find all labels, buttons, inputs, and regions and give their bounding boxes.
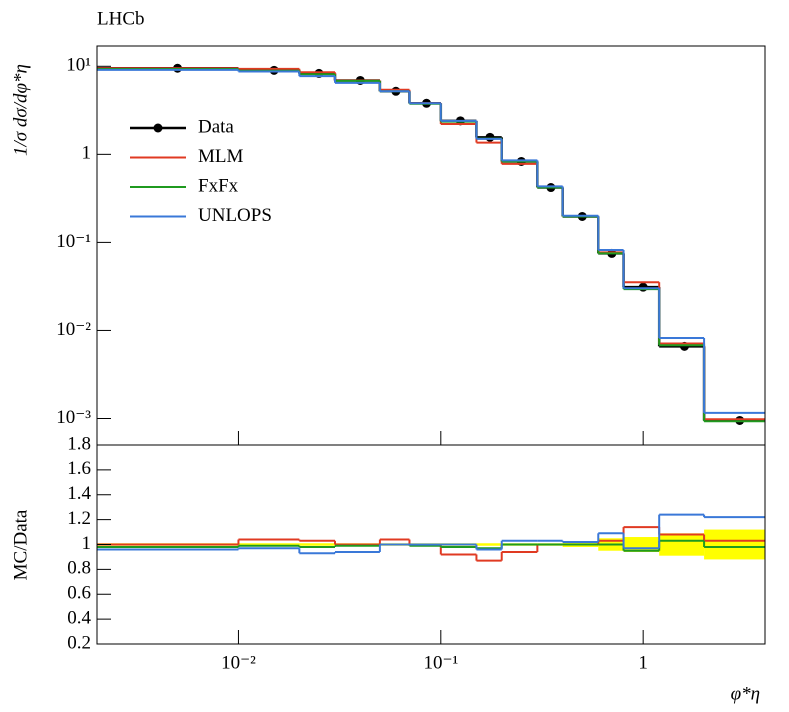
y-tick-label: 1.8 xyxy=(67,433,91,454)
y-tick-label: 1.2 xyxy=(67,508,91,529)
uncertainty-band xyxy=(299,543,335,546)
x-axis-label: φ*η xyxy=(731,683,760,704)
y-tick-label: 1.4 xyxy=(67,483,91,504)
y-tick-label: 10¹ xyxy=(66,55,91,76)
data-point xyxy=(485,132,495,142)
y-tick-label: 0.4 xyxy=(67,607,91,628)
y-tick-label: 10⁻¹ xyxy=(56,231,91,252)
y-tick-label: 0.6 xyxy=(67,583,91,604)
y-tick-label: 10⁻² xyxy=(56,319,91,340)
y-tick-label: 0.2 xyxy=(67,632,91,653)
x-tick-label: 1 xyxy=(638,652,648,673)
y-axis-label: MC/Data xyxy=(10,509,31,580)
y-tick-label: 1 xyxy=(82,533,92,554)
chart-title: LHCb xyxy=(97,8,145,29)
uncertainty-band xyxy=(238,543,300,546)
y-tick-label: 0.8 xyxy=(67,558,91,579)
x-tick-label: 10⁻¹ xyxy=(423,652,458,673)
legend-label: Data xyxy=(198,116,234,137)
uncertainty-band xyxy=(659,533,705,556)
data-point xyxy=(638,282,648,292)
legend-label: FxFx xyxy=(198,175,239,196)
y-tick-label: 10⁻³ xyxy=(56,407,91,428)
uncertainty-band xyxy=(476,543,502,546)
legend-label: UNLOPS xyxy=(198,205,272,226)
uncertainty-band xyxy=(704,529,765,560)
y-tick-label: 1 xyxy=(82,143,92,164)
legend-marker xyxy=(153,123,163,133)
x-tick-label: 10⁻² xyxy=(221,652,256,673)
y-tick-label: 1.6 xyxy=(67,458,91,479)
y-axis-label: 1/σ dσ/dφ*η xyxy=(10,64,31,156)
legend-label: MLM xyxy=(198,146,244,167)
